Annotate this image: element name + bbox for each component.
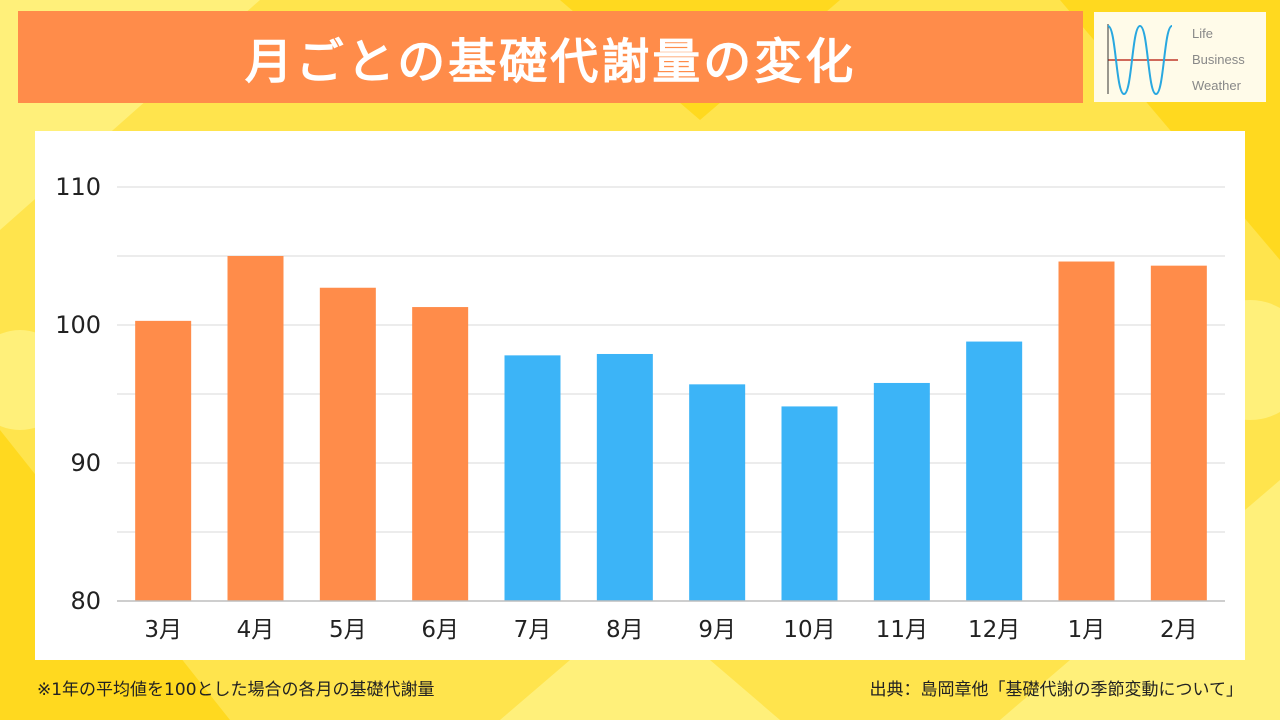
title-banner: 月ごとの基礎代謝量の変化 xyxy=(18,11,1083,103)
bar-chart: 80 90 100 110 3月 4月 5月 6月 7月 8月 9月 10月 11月 12月 1月 2月 xyxy=(55,173,1225,643)
y-tick-label: 80 xyxy=(70,587,101,615)
page-title: 月ごとの基礎代謝量の変化 xyxy=(244,34,857,90)
source-citation: 出典：島岡章他「基礎代謝の季節変動について」 xyxy=(869,680,1244,700)
x-tick-label: 12月 xyxy=(968,617,1020,643)
bar-11月 xyxy=(873,382,930,601)
x-tick-label: 10月 xyxy=(783,617,835,643)
x-tick-label: 11月 xyxy=(876,617,928,643)
chart-panel: 80 90 100 110 3月 4月 5月 6月 7月 8月 9月 10月 11月 12月 1月 2月 xyxy=(35,131,1245,660)
x-tick-label: 8月 xyxy=(606,617,644,643)
x-tick-label: 7月 xyxy=(514,617,552,643)
x-tick-label: 9月 xyxy=(698,617,736,643)
logo-line-weather: Weather xyxy=(1192,78,1241,93)
bar-4月 xyxy=(227,256,284,601)
bar-5月 xyxy=(319,287,376,601)
bar-9月 xyxy=(689,384,746,601)
x-tick-label: 2月 xyxy=(1160,617,1198,643)
x-tick-label: 4月 xyxy=(237,617,275,643)
bar-1月 xyxy=(1058,261,1115,601)
logo: Life Business Weather xyxy=(1094,12,1266,102)
x-tick-label: 1月 xyxy=(1068,617,1106,643)
x-tick-label: 3月 xyxy=(144,617,182,643)
logo-line-business: Business xyxy=(1192,52,1245,67)
bar-6月 xyxy=(412,307,469,601)
y-tick-label: 100 xyxy=(55,311,101,339)
wave-logo-icon xyxy=(1107,24,1178,96)
bar-10月 xyxy=(781,406,838,601)
bar-3月 xyxy=(135,320,192,601)
x-tick-label: 5月 xyxy=(329,617,367,643)
y-tick-label: 90 xyxy=(70,449,101,477)
bar-2月 xyxy=(1150,265,1207,601)
footnote: ※1年の平均値を100とした場合の各月の基礎代謝量 xyxy=(37,680,435,700)
logo-line-life: Life xyxy=(1192,26,1213,41)
x-tick-label: 6月 xyxy=(421,617,459,643)
logo-text: Life Business Weather xyxy=(1192,21,1264,99)
bar-7月 xyxy=(504,355,561,601)
bar-8月 xyxy=(596,353,653,601)
bar-12月 xyxy=(966,341,1023,601)
y-tick-label: 110 xyxy=(55,173,101,201)
